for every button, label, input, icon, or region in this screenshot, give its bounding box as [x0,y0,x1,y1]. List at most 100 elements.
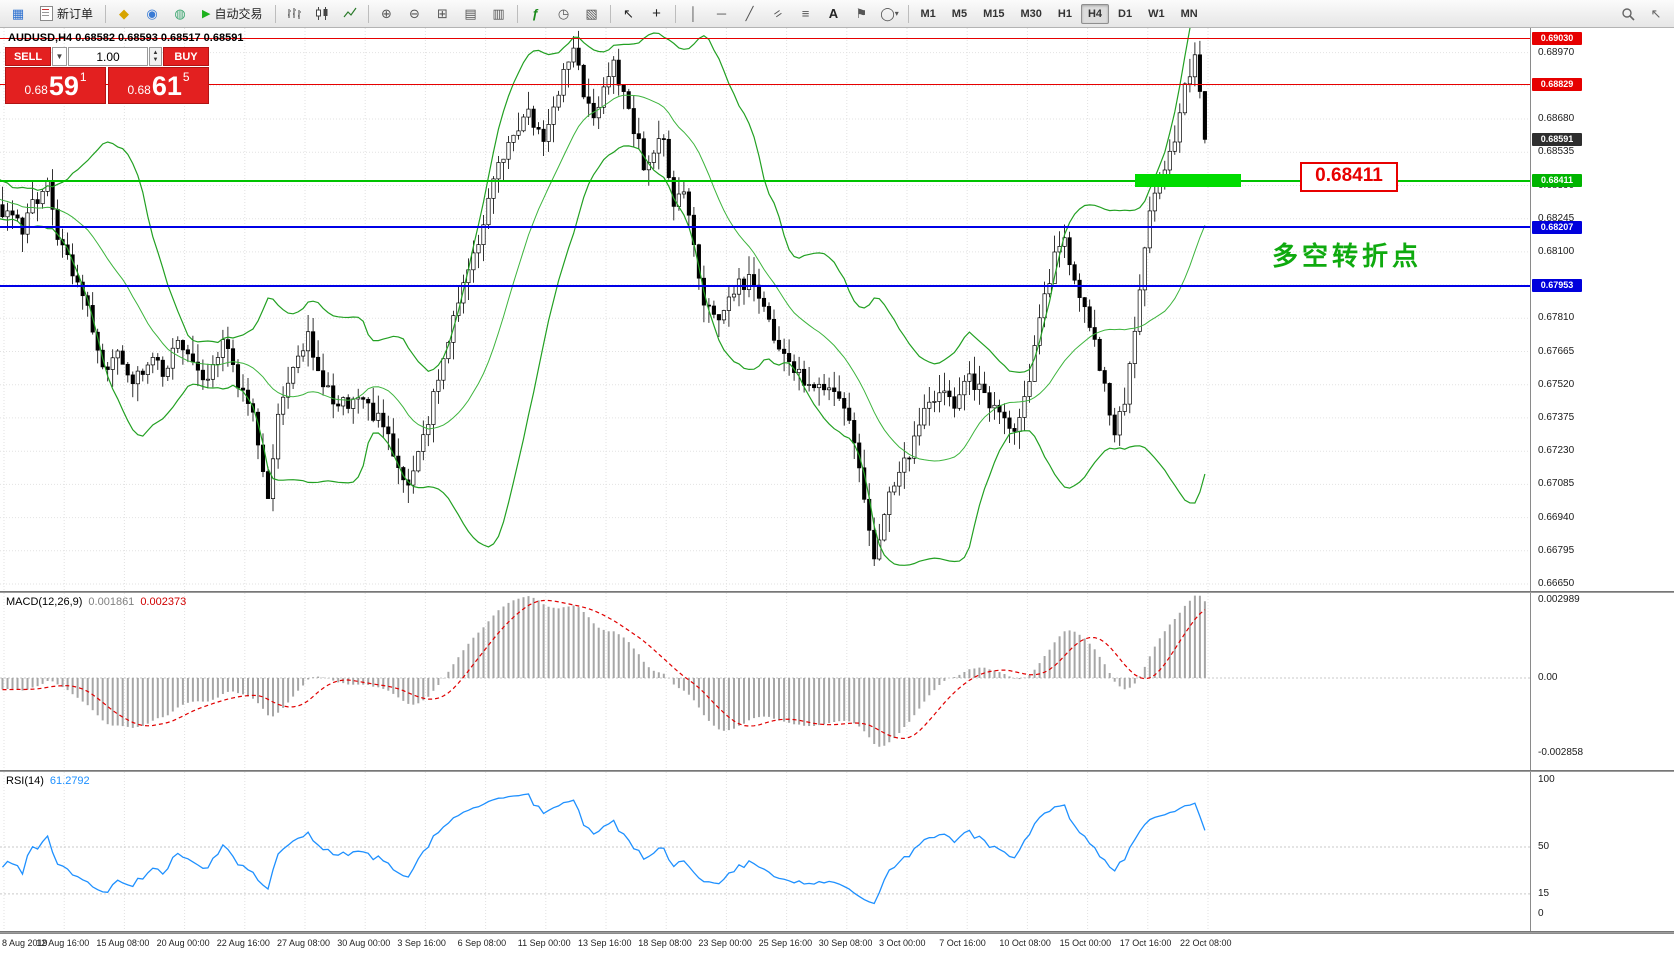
toolbar-separator [367,4,369,23]
trendline-tool-icon[interactable]: ╱ [745,5,754,21]
new-order-button[interactable]: 新订单 [33,2,100,26]
time-tick-label: 13 Sep 16:00 [578,938,632,948]
horizontal-level-line[interactable] [0,84,1530,86]
price-tick-label: 0.68100 [1538,245,1575,257]
panel-separator[interactable] [0,770,1674,773]
price-tick-label: 0.67810 [1538,312,1575,324]
timeframe-mn[interactable]: MN [1180,7,1198,20]
time-tick-label: 18 Sep 08:00 [638,938,692,948]
time-tick-label: 10 Oct 08:00 [999,938,1051,948]
shapes-dropdown-icon[interactable]: ◯ ▾ [880,5,899,21]
horizontal-level-line[interactable] [0,179,1530,182]
order-doc-icon [40,6,53,21]
time-tick-label: 20 Aug 00:00 [156,938,210,948]
auto-trading-button[interactable]: ▶ 自动交易 [195,2,269,26]
price-scale[interactable]: 0.689700.688250.686800.685350.683900.682… [1530,28,1674,591]
cascade-windows-icon[interactable]: ▤ [464,5,477,21]
rsi-label: RSI(14) 61.2792 [6,775,90,787]
horizontal-level-line[interactable] [0,38,1530,40]
lot-size-input[interactable]: 1.00 [68,47,148,66]
price-tick-label: 0.66795 [1538,544,1575,556]
macd-signal-value: 0.002373 [140,596,187,608]
macd-panel[interactable]: MACD(12,26,9) 0.001861 0.002373 0.002989 0.… [0,593,1674,770]
time-tick-label: 25 Sep 16:00 [758,938,813,948]
new-chart-icon[interactable]: ◆ [119,5,130,21]
zoom-out-icon[interactable]: ⊖ [409,5,420,21]
timeframe-d1[interactable]: D1 [1118,7,1133,20]
arrange-windows-icon[interactable]: ▥ [492,5,505,21]
play-icon: ▶ [202,8,211,20]
horizontal-line-tool-icon[interactable]: ─ [716,6,727,21]
sell-button[interactable]: SELL [5,47,51,66]
cursor-icon[interactable]: ↖ [623,5,634,21]
price-tick-label: 0.68245 [1538,212,1575,224]
price-tick-label: 0.67085 [1538,478,1575,490]
timeframe-h4[interactable]: H4 [1080,3,1109,24]
timeframe-w1[interactable]: W1 [1148,7,1165,20]
time-tick-label: 30 Sep 08:00 [818,938,873,948]
turning-point-text[interactable]: 多空转折点 [1272,241,1423,272]
bar-chart-icon[interactable] [281,2,307,26]
macd-tick-label: 0.002989 [1538,594,1580,605]
buy-price-big: 61 [151,71,182,101]
sell-price-big: 59 [48,71,79,101]
horizontal-level-line[interactable] [0,226,1530,229]
time-tick-label: 23 Sep 00:00 [698,938,752,948]
select-icon[interactable]: ↖ [1650,5,1662,21]
line-chart-icon[interactable] [337,2,363,26]
search-icon[interactable] [1615,2,1641,26]
buy-button[interactable]: BUY [163,47,209,66]
rsi-value: 61.2792 [49,775,90,787]
sell-price-button[interactable]: 0.68 59 1 [5,67,106,104]
main-chart-panel[interactable]: AUDUSD,H4 0.68582 0.68593 0.68517 0.6859… [0,28,1674,591]
fibonacci-tool-icon[interactable]: ≡ [801,6,810,21]
time-tick-label: 22 Oct 08:00 [1180,938,1232,948]
buy-price-button[interactable]: 0.68 61 5 [108,67,209,104]
price-tick-label: 0.68680 [1538,113,1575,124]
macd-tick-label: 0.00 [1538,672,1558,683]
candlestick-chart-icon[interactable] [309,2,335,26]
macd-main-value: 0.001861 [88,596,135,608]
clock-icon[interactable]: ◷ [557,5,570,21]
panel-separator[interactable] [0,591,1674,594]
timeframe-m5[interactable]: M5 [951,7,968,20]
indicators-icon[interactable]: ƒ [531,6,540,21]
label-tool-icon[interactable]: ⚑ [855,5,868,21]
profiles-icon[interactable]: ◉ [146,5,158,21]
text-tool-icon[interactable]: A [828,6,839,21]
zoom-in-icon[interactable]: ⊕ [381,5,392,21]
strategy-tester-icon[interactable]: ◍ [174,5,186,21]
new-order-label: 新订单 [57,7,94,21]
rsi-panel[interactable]: RSI(14) 61.2792 100 50 15 0 [0,772,1674,931]
timeframe-m15[interactable]: M15 [983,7,1005,20]
rsi-chart [0,772,1530,931]
price-marker-0.68829: 0.68829 [1532,78,1582,92]
green-highlight-rectangle[interactable] [1135,174,1241,188]
crosshair-icon[interactable]: + [652,5,661,22]
chart-window-icon[interactable]: ▦ [11,5,25,21]
channel-tool-icon[interactable]: = [770,5,785,22]
toolbar-separator [105,4,107,23]
panel-separator[interactable] [0,931,1674,934]
order-type-dropdown[interactable]: ▼ [52,47,67,66]
price-tick-label: 0.66940 [1538,511,1575,523]
templates-icon[interactable]: ▧ [585,5,598,21]
sell-price-sup: 1 [79,70,87,84]
vertical-line-tool-icon[interactable]: │ [689,6,698,21]
tile-windows-icon[interactable]: ⊞ [437,5,448,21]
time-tick-label: 15 Aug 08:00 [96,938,150,948]
toolbar-separator [274,4,276,23]
time-tick-label: 8 Aug 2019 [2,938,48,948]
time-tick-label: 3 Sep 16:00 [397,938,446,948]
time-tick-label: 30 Aug 00:00 [337,938,391,948]
time-axis[interactable]: 8 Aug 2019 12 Aug 16:00 15 Aug 08:00 20 Aug… [0,933,1674,954]
horizontal-level-line[interactable] [0,284,1530,287]
timeframe-h1[interactable]: H1 [1057,7,1072,20]
timeframe-m1[interactable]: M1 [920,7,936,20]
one-click-trading-panel: SELL ▼ 1.00 ▲ ▼ BUY 0.68 59 1 0.68 61 5 [5,47,209,104]
price-tick-label: 0.68970 [1538,46,1575,58]
price-annotation-box[interactable]: 0.68411 [1300,161,1398,192]
lot-stepper[interactable]: ▲ ▼ [149,47,162,66]
timeframe-m30[interactable]: M30 [1020,7,1042,20]
